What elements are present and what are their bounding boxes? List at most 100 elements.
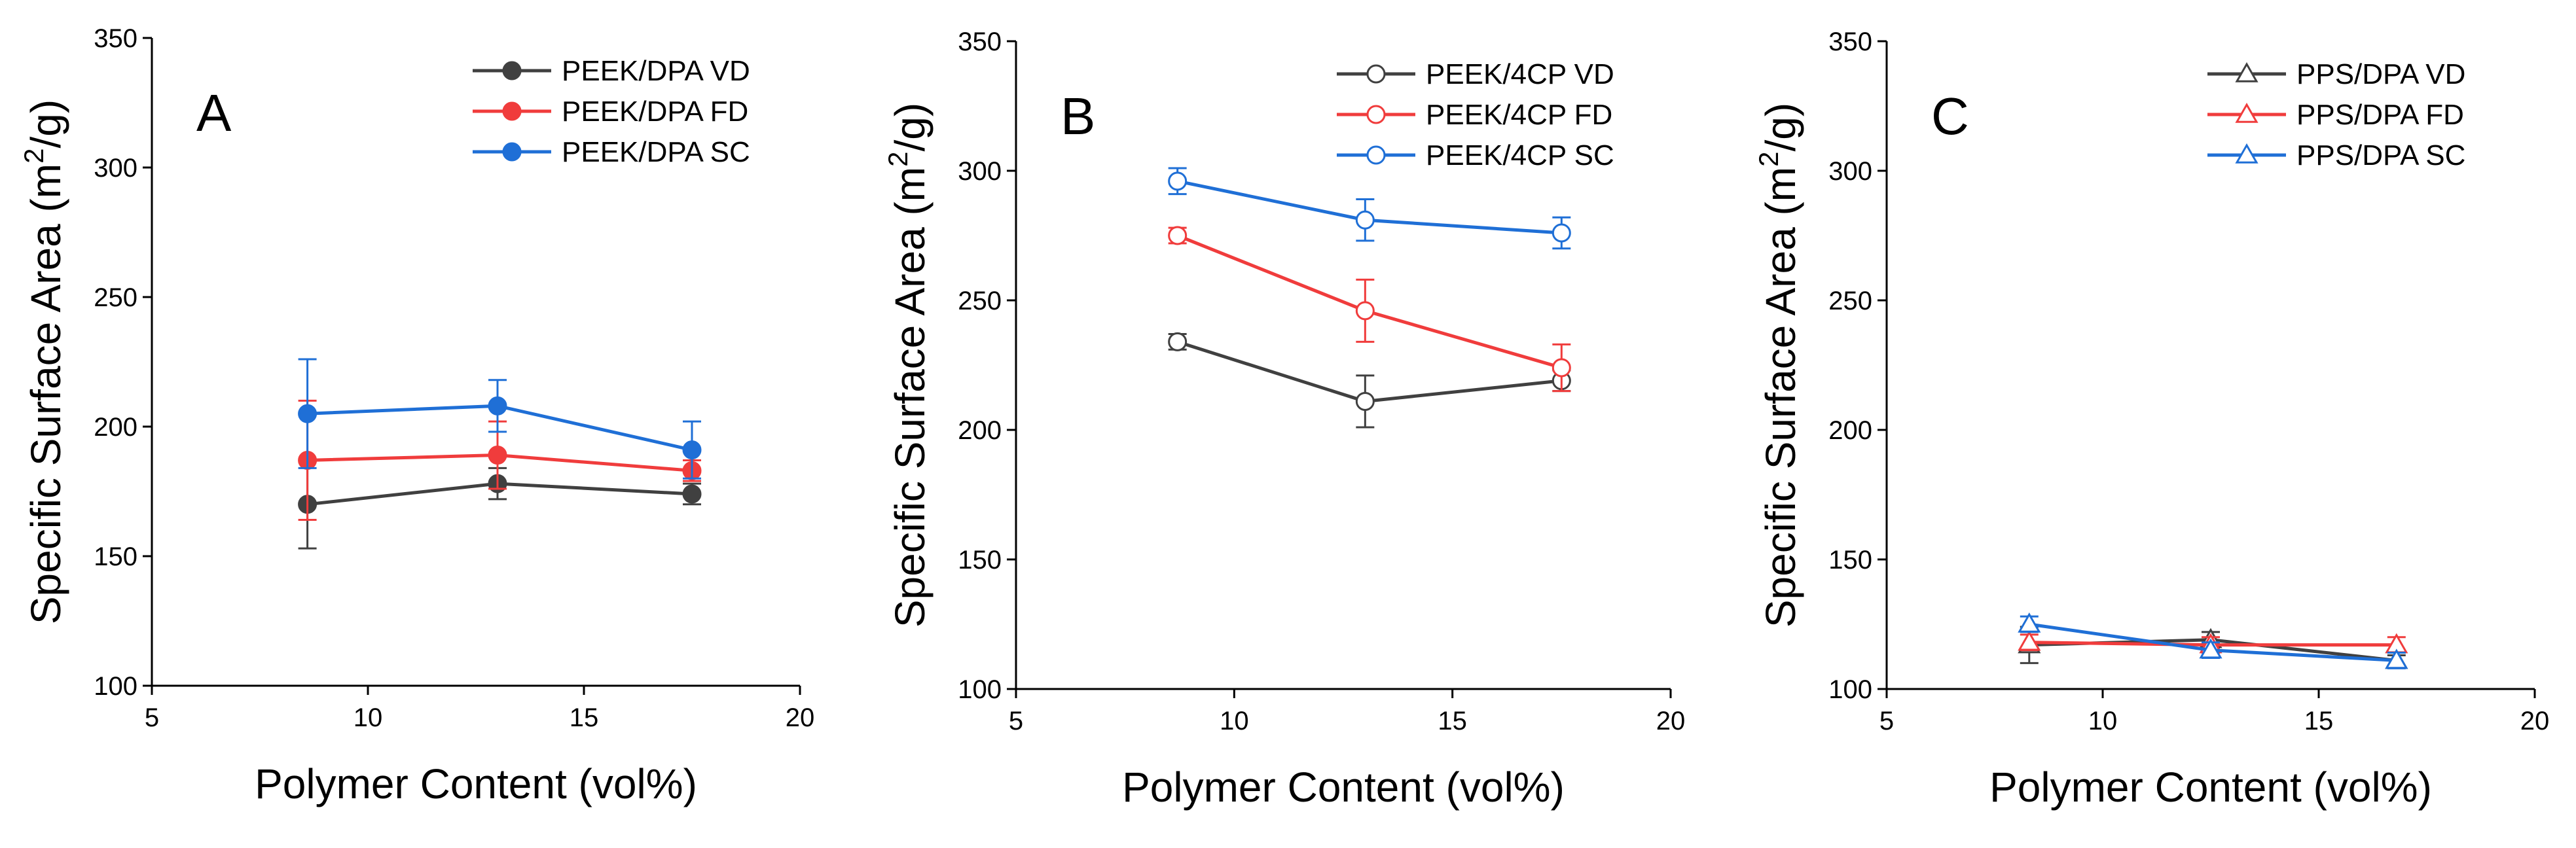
legend-label: PPS/DPA FD [2296, 99, 2464, 131]
data-point [488, 446, 507, 465]
y-tick-label: 100 [958, 675, 1002, 704]
legend-label: PEEK/DPA FD [562, 96, 748, 128]
chart-panel-b: 100 150 200 250 300 350 5 10 15 20 Polymer Content… [882, 27, 1685, 811]
legend-entry: PEEK/4CP FD [1337, 99, 1612, 131]
legend-entry: PEEK/4CP SC [1337, 139, 1614, 171]
data-point [1168, 226, 1188, 245]
series-peek-dpa-sc [298, 358, 702, 480]
y-axis-title-base: Specific Surface Area (m [886, 167, 934, 627]
y-tick-label: 300 [958, 157, 1002, 186]
x-tick-label: 15 [570, 703, 599, 732]
y-tick-label: 350 [94, 24, 137, 53]
legend-marker [1366, 64, 1386, 84]
y-axis-title: Specific Surface Area (m2/g) [882, 103, 934, 627]
series-peek-4cp-vd [1168, 332, 1571, 429]
legend-label: PEEK/4CP VD [1426, 58, 1614, 90]
data-point [1551, 223, 1571, 243]
x-tick-label: 10 [2088, 707, 2118, 735]
data-point [298, 404, 317, 423]
data-point [682, 440, 702, 460]
legend-label: PEEK/DPA VD [562, 55, 750, 87]
y-axis-title-superscript: 2 [18, 149, 49, 164]
data-point [682, 484, 702, 504]
x-axis-title: Polymer Content (vol%) [255, 760, 697, 807]
data-point [1355, 210, 1375, 230]
legend-marker [502, 101, 522, 121]
panel-label: B [1061, 87, 1095, 145]
x-tick-label: 5 [1009, 707, 1023, 735]
data-point [488, 396, 507, 415]
legend-marker [502, 142, 522, 162]
legend-entry: PEEK/DPA FD [473, 96, 748, 128]
x-tick-label: 10 [354, 703, 383, 732]
y-axis-title-tail: /g) [886, 103, 934, 152]
legend-label: PPS/DPA VD [2296, 58, 2465, 90]
legend-entry: PPS/DPA FD [2207, 99, 2464, 131]
data-point [1551, 358, 1571, 378]
series-peek-4cp-sc [1168, 167, 1571, 250]
legend-marker [2235, 143, 2259, 164]
data-point [2199, 638, 2222, 659]
y-tick-label: 300 [1828, 157, 1872, 186]
y-axis-title: Specific Surface Area (m2/g) [1753, 103, 1804, 627]
x-tick-label: 10 [1220, 707, 1249, 735]
legend-marker [2235, 102, 2259, 123]
y-tick-label: 100 [94, 672, 137, 701]
series-pps-dpa-sc [2018, 612, 2408, 669]
x-axis-title: Polymer Content (vol%) [1989, 764, 2432, 811]
legend-label: PEEK/DPA SC [562, 136, 750, 168]
data-point [2018, 630, 2041, 651]
data-point [1168, 332, 1188, 351]
y-tick-label: 100 [1828, 675, 1872, 704]
y-tick-label: 300 [94, 154, 137, 183]
x-axis-title: Polymer Content (vol%) [1122, 764, 1565, 811]
y-axis-title-tail: /g) [22, 99, 69, 149]
y-tick-label: 350 [958, 27, 1002, 56]
x-tick-label: 15 [1438, 707, 1467, 735]
legend-marker [2235, 62, 2259, 82]
legend-entry: PEEK/4CP VD [1337, 58, 1614, 90]
y-axis-title-superscript: 2 [1753, 152, 1784, 167]
y-axis-title-superscript: 2 [882, 152, 913, 167]
y-tick-label: 200 [958, 416, 1002, 445]
y-tick-label: 150 [1828, 546, 1872, 574]
x-tick-label: 5 [145, 703, 159, 732]
data-point [1355, 391, 1375, 411]
y-tick-label: 150 [958, 546, 1002, 574]
x-tick-label: 15 [2304, 707, 2334, 735]
series-peek-dpa-fd [298, 399, 702, 521]
y-axis-title: Specific Surface Area (m2/g) [18, 99, 69, 624]
x-tick-label: 20 [2520, 707, 2550, 735]
x-tick-label: 5 [1879, 707, 1894, 735]
data-point [1355, 301, 1375, 321]
y-axis-title-base: Specific Surface Area (m [22, 164, 69, 624]
legend-entry: PEEK/DPA SC [473, 136, 750, 168]
y-tick-label: 200 [1828, 416, 1872, 445]
y-tick-label: 350 [1828, 27, 1872, 56]
legend-label: PEEK/4CP SC [1426, 139, 1614, 171]
legend-marker [1366, 105, 1386, 124]
series-peek-dpa-vd [298, 459, 702, 550]
series-line [1176, 234, 1563, 370]
legend-entry: PPS/DPA SC [2207, 139, 2465, 171]
chart-panel-a: 100 150 200 250 300 350 5 10 15 20 Polymer Content… [18, 24, 814, 807]
y-axis-title-base: Specific Surface Area (m [1757, 167, 1804, 627]
legend-marker [1366, 145, 1386, 165]
series-peek-4cp-fd [1168, 226, 1571, 393]
panel-label: A [196, 84, 232, 142]
x-tick-label: 20 [786, 703, 815, 732]
y-tick-label: 150 [94, 542, 137, 571]
panel-label: C [1931, 87, 1969, 145]
data-point [1168, 171, 1188, 191]
y-axis-title-tail: /g) [1757, 103, 1804, 152]
y-tick-label: 250 [94, 283, 137, 312]
chart-panel-c: 100 150 200 250 300 350 5 10 15 20 Polymer Content… [1753, 27, 2549, 811]
legend-label: PEEK/4CP FD [1426, 99, 1612, 131]
data-point [2385, 648, 2408, 669]
legend-label: PPS/DPA SC [2296, 139, 2465, 171]
x-tick-label: 20 [1656, 707, 1686, 735]
y-tick-label: 250 [1828, 287, 1872, 315]
legend-entry: PPS/DPA VD [2207, 58, 2465, 90]
data-point [2018, 612, 2041, 633]
